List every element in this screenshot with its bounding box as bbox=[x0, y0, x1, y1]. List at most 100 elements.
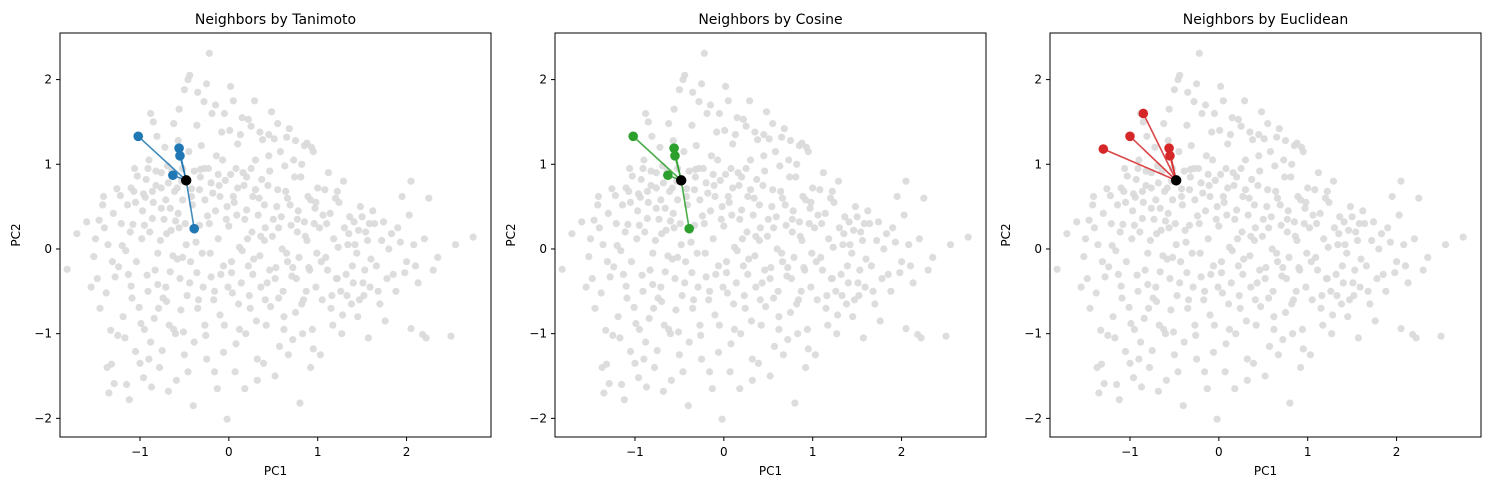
background-point bbox=[643, 214, 652, 223]
background-point bbox=[733, 247, 741, 255]
background-point bbox=[260, 201, 268, 209]
background-point bbox=[942, 332, 950, 340]
background-point bbox=[707, 152, 716, 160]
background-point bbox=[1192, 331, 1200, 339]
background-point bbox=[205, 49, 213, 57]
background-point bbox=[685, 167, 693, 175]
background-point bbox=[1459, 233, 1467, 241]
background-point bbox=[860, 220, 868, 228]
background-point bbox=[664, 252, 672, 260]
background-point bbox=[669, 209, 677, 217]
y-axis-label: PC2 bbox=[504, 223, 518, 246]
background-point bbox=[670, 105, 678, 113]
background-point bbox=[1132, 175, 1140, 184]
background-point bbox=[1169, 328, 1178, 336]
neighbor-link-line bbox=[1103, 148, 1177, 182]
background-point bbox=[121, 334, 129, 342]
background-point bbox=[1210, 321, 1218, 329]
background-point bbox=[342, 270, 350, 278]
background-point bbox=[850, 226, 858, 234]
background-point bbox=[744, 192, 752, 201]
background-point bbox=[661, 204, 669, 212]
neighbor-point bbox=[1165, 151, 1175, 161]
background-point bbox=[771, 148, 780, 156]
background-point bbox=[722, 82, 730, 90]
background-point bbox=[219, 348, 228, 356]
background-point bbox=[840, 230, 848, 238]
background-point bbox=[1404, 279, 1412, 287]
background-point bbox=[722, 269, 731, 277]
neighbor-point bbox=[133, 131, 144, 142]
background-point bbox=[711, 311, 719, 319]
background-point bbox=[1293, 236, 1301, 245]
background-point bbox=[841, 213, 849, 221]
background-point bbox=[103, 363, 111, 372]
background-point bbox=[1081, 235, 1090, 243]
axes-frame bbox=[554, 32, 987, 438]
background-point bbox=[1258, 232, 1266, 240]
background-point bbox=[882, 230, 891, 238]
background-points bbox=[558, 49, 972, 423]
background-point bbox=[1185, 221, 1194, 229]
neighbor-point bbox=[1138, 108, 1149, 119]
background-point bbox=[87, 283, 95, 291]
background-point bbox=[740, 292, 748, 300]
y-tick-label: 1 bbox=[44, 157, 52, 171]
background-point bbox=[637, 175, 645, 184]
background-point bbox=[1090, 224, 1098, 232]
background-point bbox=[147, 383, 156, 391]
background-point bbox=[789, 207, 797, 215]
background-point bbox=[1247, 283, 1255, 291]
background-point bbox=[195, 186, 204, 194]
background-point bbox=[263, 279, 271, 287]
background-point bbox=[1238, 228, 1246, 236]
background-point bbox=[347, 300, 356, 308]
background-point bbox=[1288, 300, 1296, 308]
background-point bbox=[229, 97, 237, 105]
background-point bbox=[251, 97, 259, 105]
background-point bbox=[690, 296, 698, 304]
background-point bbox=[1302, 198, 1310, 206]
background-point bbox=[1270, 325, 1278, 333]
background-point bbox=[385, 245, 393, 253]
background-point bbox=[1287, 173, 1295, 181]
background-point bbox=[180, 351, 188, 359]
background-point bbox=[1103, 185, 1111, 193]
background-point bbox=[713, 128, 721, 136]
background-point bbox=[1180, 167, 1188, 175]
background-point bbox=[177, 306, 185, 314]
background-point bbox=[825, 235, 833, 243]
background-point bbox=[1241, 186, 1250, 194]
x-tick-label: −1 bbox=[626, 445, 644, 459]
background-point bbox=[685, 338, 693, 346]
background-point bbox=[216, 311, 224, 319]
background-point bbox=[715, 321, 724, 329]
background-point bbox=[311, 204, 319, 212]
background-point bbox=[632, 319, 640, 328]
background-point bbox=[701, 249, 709, 257]
background-point bbox=[96, 304, 104, 312]
background-point bbox=[1298, 325, 1306, 333]
background-point bbox=[1129, 207, 1137, 215]
background-point bbox=[667, 376, 676, 384]
background-point bbox=[702, 273, 710, 281]
background-point bbox=[1283, 228, 1291, 236]
background-point bbox=[1195, 49, 1203, 57]
background-point bbox=[732, 279, 740, 287]
background-point bbox=[214, 235, 222, 243]
background-point bbox=[821, 209, 829, 217]
background-point bbox=[291, 137, 300, 145]
background-point bbox=[856, 266, 864, 274]
background-point bbox=[1204, 235, 1212, 243]
background-point bbox=[834, 311, 842, 319]
background-point bbox=[1299, 148, 1307, 156]
background-point bbox=[634, 190, 643, 198]
background-point bbox=[1437, 332, 1445, 340]
background-point bbox=[135, 303, 143, 311]
background-point bbox=[1146, 236, 1154, 245]
background-point bbox=[1377, 230, 1386, 238]
background-point bbox=[1073, 218, 1081, 226]
background-point bbox=[1134, 164, 1142, 173]
background-point bbox=[929, 253, 937, 261]
background-point bbox=[757, 321, 765, 329]
